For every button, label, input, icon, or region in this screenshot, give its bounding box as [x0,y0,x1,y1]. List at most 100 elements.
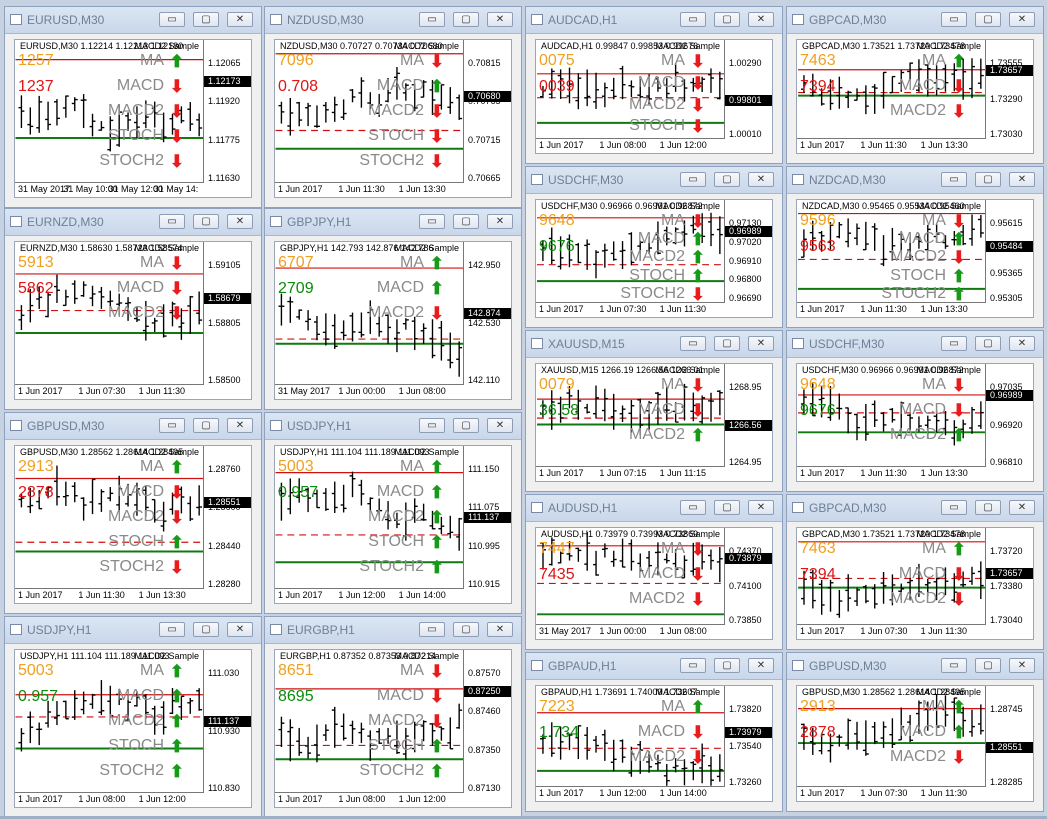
price-chart[interactable]: AUDCAD,H1 0.99847 0.99853 0.99676 MACD2 S… [535,39,773,154]
time-axis[interactable]: 1 Jun 2017 1 Jun 11:30 1 Jun 13:30 [797,138,986,153]
time-axis[interactable]: 1 Jun 2017 1 Jun 11:30 1 Jun 13:30 [15,588,204,603]
window-titlebar[interactable]: USDJPY,H1 ▭ ▢ ✕ [265,413,521,440]
close-button[interactable]: ✕ [227,418,253,433]
maximize-button[interactable]: ▢ [975,12,1001,27]
window-titlebar[interactable]: AUDCAD,H1 ▭ ▢ ✕ [526,7,782,34]
window-titlebar[interactable]: AUDUSD,H1 ▭ ▢ ✕ [526,495,782,522]
time-axis[interactable]: 1 Jun 2017 1 Jun 07:15 1 Jun 11:15 [536,466,725,481]
chart-window[interactable]: GBPUSD,M30 ▭ ▢ ✕ GBPUSD,M30 1.28562 1.28614 … [786,652,1044,812]
chart-window[interactable]: XAUUSD,M15 ▭ ▢ ✕ XAUUSD,M15 1266.19 1266.56 … [525,330,783,492]
close-button[interactable]: ✕ [748,12,774,27]
price-chart[interactable]: GBPUSD,M30 1.28562 1.28614 1.28495 MACD2 … [14,445,252,604]
close-button[interactable]: ✕ [1009,12,1035,27]
price-chart[interactable]: GBPUSD,M30 1.28562 1.28614 1.28495 MACD2 … [796,685,1034,802]
minimize-button[interactable]: ▭ [419,214,445,229]
maximize-button[interactable]: ▢ [714,172,740,187]
minimize-button[interactable]: ▭ [680,12,706,27]
price-chart[interactable]: GBPCAD,M30 1.73521 1.73720 1.73478 MACD2 … [796,527,1034,640]
time-axis[interactable]: 1 Jun 2017 1 Jun 11:30 1 Jun 13:30 [797,302,986,317]
chart-window[interactable]: GBPJPY,H1 ▭ ▢ ✕ GBPJPY,H1 142.793 142.876 14… [264,208,522,410]
minimize-button[interactable]: ▭ [419,418,445,433]
window-titlebar[interactable]: GBPAUD,H1 ▭ ▢ ✕ [526,653,782,680]
price-chart[interactable]: EURUSD,M30 1.12214 1.12213 1.12180 MACD2 … [14,39,252,198]
price-axis[interactable]: 111.150 111.075 110.995 110.915 111.137 [463,446,511,589]
close-button[interactable]: ✕ [748,336,774,351]
maximize-button[interactable]: ▢ [193,214,219,229]
time-axis[interactable]: 1 Jun 2017 1 Jun 08:00 1 Jun 12:00 [15,792,204,807]
maximize-button[interactable]: ▢ [975,172,1001,187]
window-titlebar[interactable]: USDJPY,H1 ▭ ▢ ✕ [5,617,261,644]
price-chart[interactable]: GBPAUD,H1 1.73691 1.74009 1.73607 MACD2 S… [535,685,773,802]
window-titlebar[interactable]: NZDUSD,M30 ▭ ▢ ✕ [265,7,521,34]
chart-window[interactable]: AUDUSD,H1 ▭ ▢ ✕ AUDUSD,H1 0.73979 0.73993 0.… [525,494,783,650]
price-chart[interactable]: GBPCAD,M30 1.73521 1.73720 1.73478 MACD2 … [796,39,1034,154]
close-button[interactable]: ✕ [1009,172,1035,187]
minimize-button[interactable]: ▭ [941,658,967,673]
minimize-button[interactable]: ▭ [941,500,967,515]
chart-window[interactable]: GBPUSD,M30 ▭ ▢ ✕ GBPUSD,M30 1.28562 1.28614 … [4,412,262,614]
price-axis[interactable]: 1.73820 1.73540 1.73260 1.73979 [724,686,772,787]
window-titlebar[interactable]: NZDCAD,M30 ▭ ▢ ✕ [787,167,1043,194]
close-button[interactable]: ✕ [748,658,774,673]
price-chart[interactable]: NZDUSD,M30 0.70727 0.70734 0.70680 MACD2 … [274,39,512,198]
maximize-button[interactable]: ▢ [193,12,219,27]
minimize-button[interactable]: ▭ [941,12,967,27]
price-axis[interactable]: 0.74370 0.74100 0.73850 0.73879 [724,528,772,625]
chart-window[interactable]: GBPCAD,M30 ▭ ▢ ✕ GBPCAD,M30 1.73521 1.73720 … [786,494,1044,650]
time-axis[interactable]: 1 Jun 2017 1 Jun 11:30 1 Jun 13:30 [275,182,464,197]
time-axis[interactable]: 31 May 2017 1 Jun 00:00 1 Jun 08:00 [536,624,725,639]
window-titlebar[interactable]: GBPUSD,M30 ▭ ▢ ✕ [5,413,261,440]
time-axis[interactable]: 1 Jun 2017 1 Jun 07:30 1 Jun 11:30 [797,624,986,639]
close-button[interactable]: ✕ [227,622,253,637]
window-titlebar[interactable]: GBPCAD,M30 ▭ ▢ ✕ [787,7,1043,34]
minimize-button[interactable]: ▭ [680,500,706,515]
price-chart[interactable]: EURNZD,M30 1.58630 1.58723 1.58574 MACD2 … [14,241,252,400]
chart-window[interactable]: EURNZD,M30 ▭ ▢ ✕ EURNZD,M30 1.58630 1.58723 … [4,208,262,410]
maximize-button[interactable]: ▢ [193,622,219,637]
close-button[interactable]: ✕ [1009,658,1035,673]
chart-window[interactable]: USDCHF,M30 ▭ ▢ ✕ USDCHF,M30 0.96966 0.96991 … [786,330,1044,492]
window-titlebar[interactable]: XAUUSD,M15 ▭ ▢ ✕ [526,331,782,358]
window-titlebar[interactable]: USDCHF,M30 ▭ ▢ ✕ [787,331,1043,358]
time-axis[interactable]: 1 Jun 2017 1 Jun 07:30 1 Jun 11:30 [536,302,725,317]
minimize-button[interactable]: ▭ [159,12,185,27]
price-axis[interactable]: 142.950 142.530 142.110 142.874 [463,242,511,385]
window-titlebar[interactable]: EURNZD,M30 ▭ ▢ ✕ [5,209,261,236]
minimize-button[interactable]: ▭ [159,418,185,433]
close-button[interactable]: ✕ [487,418,513,433]
maximize-button[interactable]: ▢ [714,12,740,27]
price-axis[interactable]: 1.12065 1.11920 1.11775 1.11630 1.12173 [203,40,251,183]
close-button[interactable]: ✕ [748,172,774,187]
window-titlebar[interactable]: GBPUSD,M30 ▭ ▢ ✕ [787,653,1043,680]
minimize-button[interactable]: ▭ [159,622,185,637]
time-axis[interactable]: 1 Jun 2017 1 Jun 12:00 1 Jun 14:00 [275,588,464,603]
chart-window[interactable]: USDCHF,M30 ▭ ▢ ✕ USDCHF,M30 0.96966 0.96991 … [525,166,783,328]
window-titlebar[interactable]: USDCHF,M30 ▭ ▢ ✕ [526,167,782,194]
price-chart[interactable]: USDJPY,H1 111.104 111.189 111.093 MACD2 S… [274,445,512,604]
close-button[interactable]: ✕ [487,214,513,229]
time-axis[interactable]: 1 Jun 2017 1 Jun 08:00 1 Jun 12:00 [536,138,725,153]
close-button[interactable]: ✕ [227,214,253,229]
maximize-button[interactable]: ▢ [453,214,479,229]
minimize-button[interactable]: ▭ [159,214,185,229]
bottom-scrollbar[interactable] [0,816,1047,819]
window-titlebar[interactable]: GBPCAD,M30 ▭ ▢ ✕ [787,495,1043,522]
price-axis[interactable]: 0.97035 0.96920 0.96810 0.96989 [985,364,1033,467]
price-chart[interactable]: NZDCAD,M30 0.95465 0.95534 0.95460 MACD2 … [796,199,1034,318]
price-axis[interactable]: 1.73720 1.73380 1.73040 1.73657 [985,528,1033,625]
time-axis[interactable]: 1 Jun 2017 1 Jun 12:00 1 Jun 14:00 [536,786,725,801]
price-chart[interactable]: EURGBP,H1 0.87352 0.87353 0.87214 MACD2 S… [274,649,512,808]
price-axis[interactable]: 1.73555 1.73290 1.73030 1.73657 [985,40,1033,139]
window-titlebar[interactable]: GBPJPY,H1 ▭ ▢ ✕ [265,209,521,236]
maximize-button[interactable]: ▢ [714,658,740,673]
chart-window[interactable]: EURGBP,H1 ▭ ▢ ✕ EURGBP,H1 0.87352 0.87353 0.… [264,616,522,818]
close-button[interactable]: ✕ [487,12,513,27]
time-axis[interactable]: 1 Jun 2017 1 Jun 07:30 1 Jun 11:30 [15,384,204,399]
chart-window[interactable]: GBPAUD,H1 ▭ ▢ ✕ GBPAUD,H1 1.73691 1.74009 1.… [525,652,783,812]
price-chart[interactable]: USDCHF,M30 0.96966 0.96991 0.96872 MACD2 … [796,363,1034,482]
close-button[interactable]: ✕ [748,500,774,515]
minimize-button[interactable]: ▭ [419,622,445,637]
